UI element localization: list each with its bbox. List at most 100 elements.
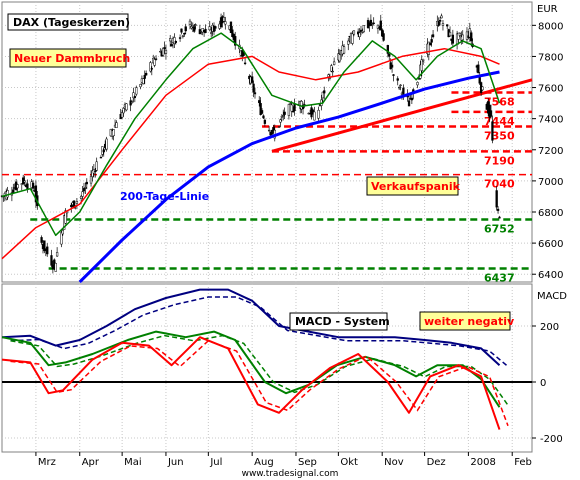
candle (61, 228, 64, 236)
candle (222, 12, 226, 22)
candle (193, 23, 196, 33)
candle (122, 106, 125, 117)
candle (283, 107, 286, 119)
candle (23, 176, 26, 187)
candle (446, 24, 449, 29)
candle-body (419, 64, 422, 79)
annotation-weiter-negativ: weiter negativ (419, 311, 515, 331)
candle (290, 100, 293, 117)
candle (130, 99, 134, 104)
candle-body (351, 33, 354, 44)
candle (51, 260, 55, 274)
candle-body (410, 97, 414, 101)
candle-body (23, 180, 26, 183)
price-y-tick-label: 7200 (538, 146, 563, 157)
candle-body (417, 78, 421, 80)
candle-body (105, 138, 108, 150)
candle (132, 87, 135, 103)
candle-body (301, 104, 305, 110)
candle-body (347, 40, 350, 45)
candle-body (60, 232, 63, 245)
candle (55, 247, 59, 257)
candle (224, 16, 227, 30)
candle-body (358, 32, 361, 38)
candle (352, 30, 356, 37)
candle (40, 235, 43, 245)
price-unit-label: EUR (537, 4, 558, 15)
candle (204, 24, 207, 34)
candle (120, 110, 124, 119)
candle-body (55, 252, 59, 257)
candle (495, 186, 498, 211)
series-red-average (1, 47, 500, 260)
candle (397, 85, 401, 91)
candle-body (214, 26, 217, 29)
candle (143, 70, 146, 85)
candle (267, 125, 271, 132)
candle (6, 186, 9, 201)
candle (194, 23, 197, 30)
candle-body (16, 184, 19, 189)
candle-body (243, 62, 247, 64)
candle-body (448, 31, 452, 37)
candle-body (382, 33, 385, 41)
candle-body (204, 28, 207, 33)
candle-body (262, 115, 265, 119)
candle (85, 178, 88, 190)
candle (102, 148, 105, 157)
candle-body (267, 129, 271, 132)
candle-body (283, 111, 286, 115)
candle-body (396, 78, 399, 81)
candle-body (99, 157, 103, 159)
candle (291, 106, 295, 113)
x-tick-label: Jun (167, 457, 184, 468)
candle-body (12, 189, 15, 193)
candle-body (208, 26, 211, 31)
candle-body (142, 78, 145, 84)
macd-signal-2 (10, 339, 509, 427)
candle-body (386, 45, 389, 54)
annotation-verkaufspanik-box (366, 176, 459, 196)
candle-body (191, 25, 194, 27)
candle (184, 23, 187, 35)
candle-body (82, 188, 86, 192)
candle (263, 118, 267, 127)
candle-body (287, 104, 291, 116)
candle-body (112, 129, 115, 137)
candle-body (159, 51, 162, 53)
candle (431, 29, 435, 39)
price-y-tick-label: 6400 (538, 270, 563, 281)
candle (214, 25, 217, 32)
candle (153, 56, 156, 68)
candle (351, 30, 354, 46)
candle (338, 49, 341, 63)
candle (399, 84, 402, 91)
x-tick-label: Jul (209, 457, 222, 468)
candle-body (388, 53, 391, 57)
candle (142, 78, 145, 85)
annotation-neuer-dammbruch-box (9, 48, 127, 68)
price-y-tick-label: 7000 (538, 177, 563, 188)
candle-body (181, 35, 185, 37)
candle-body (323, 90, 326, 94)
candle-body (188, 20, 192, 25)
candle (372, 17, 375, 26)
candle-body (429, 42, 432, 46)
candle-body (122, 108, 125, 114)
candle-body (338, 54, 341, 62)
candle (164, 44, 168, 60)
candle-body (458, 32, 462, 36)
candle-body (31, 182, 35, 189)
candle-body (180, 28, 183, 33)
candle-body (416, 82, 419, 86)
candle (210, 27, 213, 38)
candle (89, 170, 93, 187)
macd-unit-label: MACD (537, 291, 567, 302)
candle (458, 32, 462, 38)
candle (362, 25, 365, 34)
candle (43, 240, 46, 254)
candle (229, 21, 233, 34)
